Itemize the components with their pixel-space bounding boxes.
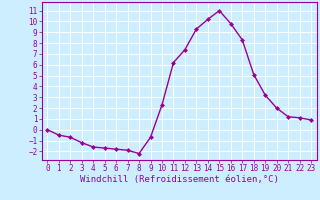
X-axis label: Windchill (Refroidissement éolien,°C): Windchill (Refroidissement éolien,°C) [80,175,279,184]
